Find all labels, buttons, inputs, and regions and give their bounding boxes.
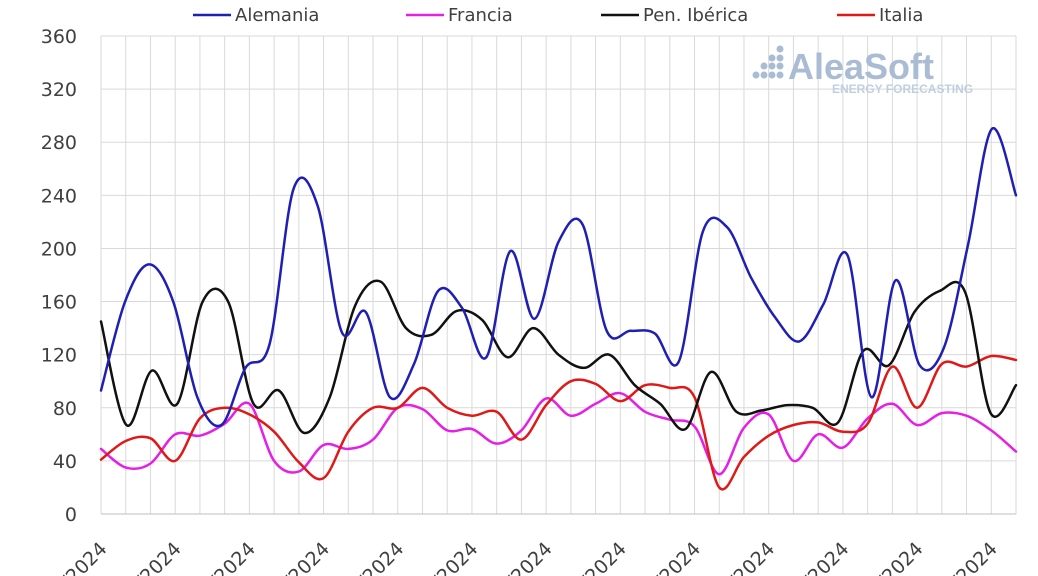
x-tick-label: /2024 bbox=[577, 538, 631, 576]
x-tick-label: /2024 bbox=[57, 538, 111, 576]
x-tick-label: /2024 bbox=[131, 538, 185, 576]
x-tick-label: /2024 bbox=[354, 538, 408, 576]
y-tick-label: 320 bbox=[41, 79, 77, 101]
y-tick-label: 80 bbox=[53, 398, 77, 420]
x-tick-label: /2024 bbox=[873, 538, 927, 576]
brand-dots-icon bbox=[752, 45, 784, 79]
y-tick-label: 240 bbox=[41, 185, 77, 207]
x-tick-label: /2024 bbox=[428, 538, 482, 576]
series-line-pen-iberica bbox=[99, 279, 1018, 435]
legend-label-italia: Italia bbox=[879, 5, 923, 26]
series-line-italia bbox=[99, 354, 1018, 491]
y-tick-label: 200 bbox=[41, 238, 77, 260]
y-tick-label: 160 bbox=[41, 292, 77, 314]
series-line-alemania bbox=[99, 127, 1018, 428]
brand-name: AleaSoft bbox=[788, 46, 934, 87]
x-axis: /2024/2024/2024/2024/2024/2024/2024/2024… bbox=[57, 513, 1016, 576]
chart-grid bbox=[100, 35, 1017, 515]
y-tick-label: 360 bbox=[41, 26, 77, 48]
y-tick-label: 0 bbox=[65, 504, 77, 526]
x-tick-label: /2024 bbox=[206, 538, 260, 576]
x-tick-label: /2024 bbox=[948, 538, 1002, 576]
legend: Alemania Francia Pen. Ibérica Italia bbox=[193, 5, 923, 26]
x-tick-label: /2024 bbox=[502, 538, 556, 576]
x-tick-label: /2024 bbox=[651, 538, 705, 576]
y-tick-label: 280 bbox=[41, 132, 77, 154]
x-tick-label: /2024 bbox=[799, 538, 853, 576]
y-tick-label: 120 bbox=[41, 345, 77, 367]
series-line-francia bbox=[99, 391, 1018, 476]
legend-label-alemania: Alemania bbox=[235, 5, 319, 26]
y-axis: 0 40 80 120 160 200 240 280 320 360 bbox=[41, 26, 77, 526]
y-tick-label: 40 bbox=[53, 451, 77, 473]
series-lines bbox=[99, 127, 1018, 491]
legend-label-francia: Francia bbox=[448, 5, 513, 26]
x-tick-label: /2024 bbox=[280, 538, 334, 576]
brand-tagline: ENERGY FORECASTING bbox=[832, 82, 973, 96]
x-tick-label: /2024 bbox=[725, 538, 779, 576]
brand-watermark: AleaSoft ENERGY FORECASTING bbox=[752, 45, 973, 96]
legend-label-pen-iberica: Pen. Ibérica bbox=[643, 5, 748, 26]
